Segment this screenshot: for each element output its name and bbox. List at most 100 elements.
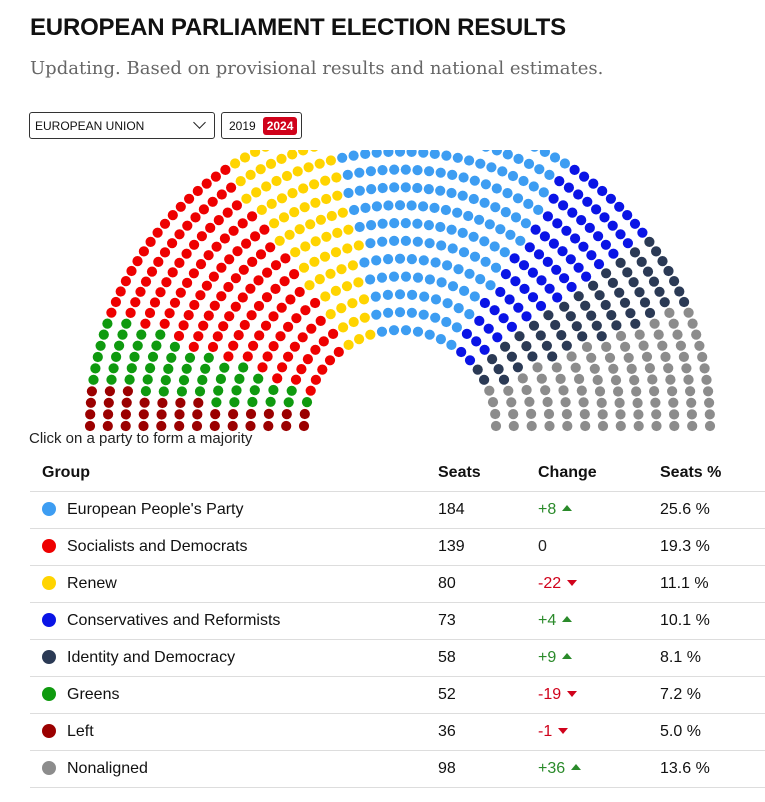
seat-dot[interactable] xyxy=(103,397,114,408)
seat-dot[interactable] xyxy=(552,218,563,229)
party-cell[interactable]: Left xyxy=(30,713,426,751)
seat-dot[interactable] xyxy=(203,250,214,261)
seat-dot[interactable] xyxy=(533,249,545,260)
seat-dot[interactable] xyxy=(213,215,224,226)
seat-dot[interactable] xyxy=(262,351,273,362)
seat-dot[interactable] xyxy=(548,193,559,204)
seat-dot[interactable] xyxy=(512,193,524,204)
seat-dot[interactable] xyxy=(260,150,270,152)
seat-dot[interactable] xyxy=(490,408,501,420)
seat-dot[interactable] xyxy=(578,397,589,408)
seat-dot[interactable] xyxy=(412,326,424,337)
seat-dot[interactable] xyxy=(95,340,106,351)
seat-dot[interactable] xyxy=(228,340,239,351)
seat-dot[interactable] xyxy=(527,292,539,303)
seat-dot[interactable] xyxy=(253,373,264,384)
seat-dot[interactable] xyxy=(275,331,286,342)
seat-dot[interactable] xyxy=(298,262,310,273)
seat-dot[interactable] xyxy=(626,363,637,374)
seat-dot[interactable] xyxy=(254,330,265,341)
seat-dot[interactable] xyxy=(481,150,491,152)
seat-dot[interactable] xyxy=(687,420,698,432)
seat-dot[interactable] xyxy=(326,210,337,222)
seat-dot[interactable] xyxy=(209,300,220,311)
seat-dot[interactable] xyxy=(495,224,506,235)
seat-dot[interactable] xyxy=(447,169,458,180)
seat-dot[interactable] xyxy=(406,150,417,157)
seat-dot[interactable] xyxy=(284,229,295,240)
seat-dot[interactable] xyxy=(286,385,297,396)
seat-dot[interactable] xyxy=(319,251,331,262)
seat-dot[interactable] xyxy=(633,409,644,420)
seat-dot[interactable] xyxy=(479,297,490,309)
seat-dot[interactable] xyxy=(159,318,170,329)
seat-dot[interactable] xyxy=(551,362,562,373)
seat-dot[interactable] xyxy=(510,276,521,287)
seat-dot[interactable] xyxy=(551,264,562,275)
seat-dot[interactable] xyxy=(114,340,125,351)
seat-dot[interactable] xyxy=(435,167,446,178)
seat-dot[interactable] xyxy=(184,193,195,204)
seat-dot[interactable] xyxy=(263,408,274,419)
seat-dot[interactable] xyxy=(634,287,645,298)
seat-dot[interactable] xyxy=(412,272,424,283)
seat-dot[interactable] xyxy=(498,374,510,385)
seat-dot[interactable] xyxy=(484,385,495,396)
seat-dot[interactable] xyxy=(261,292,273,303)
seat-dot[interactable] xyxy=(253,275,264,286)
seat-dot[interactable] xyxy=(110,296,121,308)
seat-dot[interactable] xyxy=(268,384,279,396)
seat-dot[interactable] xyxy=(651,420,662,432)
seat-dot[interactable] xyxy=(441,150,452,161)
seat-dot[interactable] xyxy=(550,319,561,331)
seat-dot[interactable] xyxy=(174,229,185,240)
seat-dot[interactable] xyxy=(526,408,537,419)
seat-dot[interactable] xyxy=(365,166,376,177)
seat-dot[interactable] xyxy=(347,298,358,309)
seat-dot[interactable] xyxy=(651,409,662,420)
seat-dot[interactable] xyxy=(480,256,491,267)
seat-dot[interactable] xyxy=(365,238,376,249)
seat-dot[interactable] xyxy=(321,231,332,242)
seat-dot[interactable] xyxy=(354,167,365,178)
seat-dot[interactable] xyxy=(151,340,162,351)
seat-dot[interactable] xyxy=(607,220,618,231)
seat-dot[interactable] xyxy=(523,198,534,209)
seat-dot[interactable] xyxy=(606,310,617,321)
seat-dot[interactable] xyxy=(669,409,680,420)
seat-dot[interactable] xyxy=(211,241,222,252)
seat-dot[interactable] xyxy=(337,207,348,218)
seat-dot[interactable] xyxy=(276,153,287,164)
seat-dot[interactable] xyxy=(681,363,692,374)
seat-dot[interactable] xyxy=(337,152,348,163)
seat-dot[interactable] xyxy=(657,340,668,351)
seat-dot[interactable] xyxy=(290,247,301,258)
seat-dot[interactable] xyxy=(527,267,539,278)
year-option-2019[interactable]: 2019 xyxy=(229,119,256,133)
seat-dot[interactable] xyxy=(342,243,353,254)
seat-dot[interactable] xyxy=(188,268,199,279)
seat-dot[interactable] xyxy=(218,321,229,332)
seat-dot[interactable] xyxy=(377,182,388,194)
seat-dot[interactable] xyxy=(371,201,382,212)
seat-dot[interactable] xyxy=(518,175,529,187)
table-row[interactable]: Socialists and Democrats 139 0 19.3 % xyxy=(30,528,765,566)
seat-dot[interactable] xyxy=(566,281,577,293)
seat-dot[interactable] xyxy=(578,241,589,252)
seat-dot[interactable] xyxy=(517,373,528,384)
seat-dot[interactable] xyxy=(238,264,249,275)
seat-dot[interactable] xyxy=(245,420,256,432)
seat-dot[interactable] xyxy=(300,241,311,252)
seat-dot[interactable] xyxy=(539,150,550,157)
seat-dot[interactable] xyxy=(157,397,168,409)
seat-dot[interactable] xyxy=(163,363,174,374)
seat-dot[interactable] xyxy=(528,320,540,331)
seat-dot[interactable] xyxy=(424,166,435,177)
seat-dot[interactable] xyxy=(120,409,131,420)
seat-dot[interactable] xyxy=(582,196,593,207)
seat-dot[interactable] xyxy=(649,318,660,329)
seat-dot[interactable] xyxy=(615,420,626,432)
seat-dot[interactable] xyxy=(140,276,152,287)
seat-dot[interactable] xyxy=(669,420,680,432)
seat-dot[interactable] xyxy=(614,397,625,408)
